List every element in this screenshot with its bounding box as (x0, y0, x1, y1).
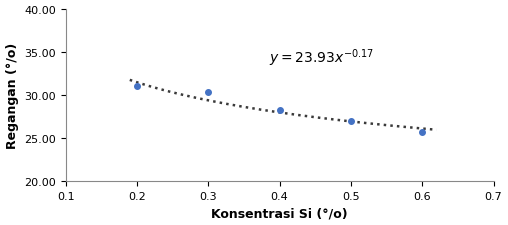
Text: $y = 23.93x^{-0.17}$: $y = 23.93x^{-0.17}$ (269, 47, 374, 69)
Y-axis label: Regangan (°/o): Regangan (°/o) (6, 43, 19, 148)
X-axis label: Konsentrasi Si (°/o): Konsentrasi Si (°/o) (211, 207, 348, 219)
